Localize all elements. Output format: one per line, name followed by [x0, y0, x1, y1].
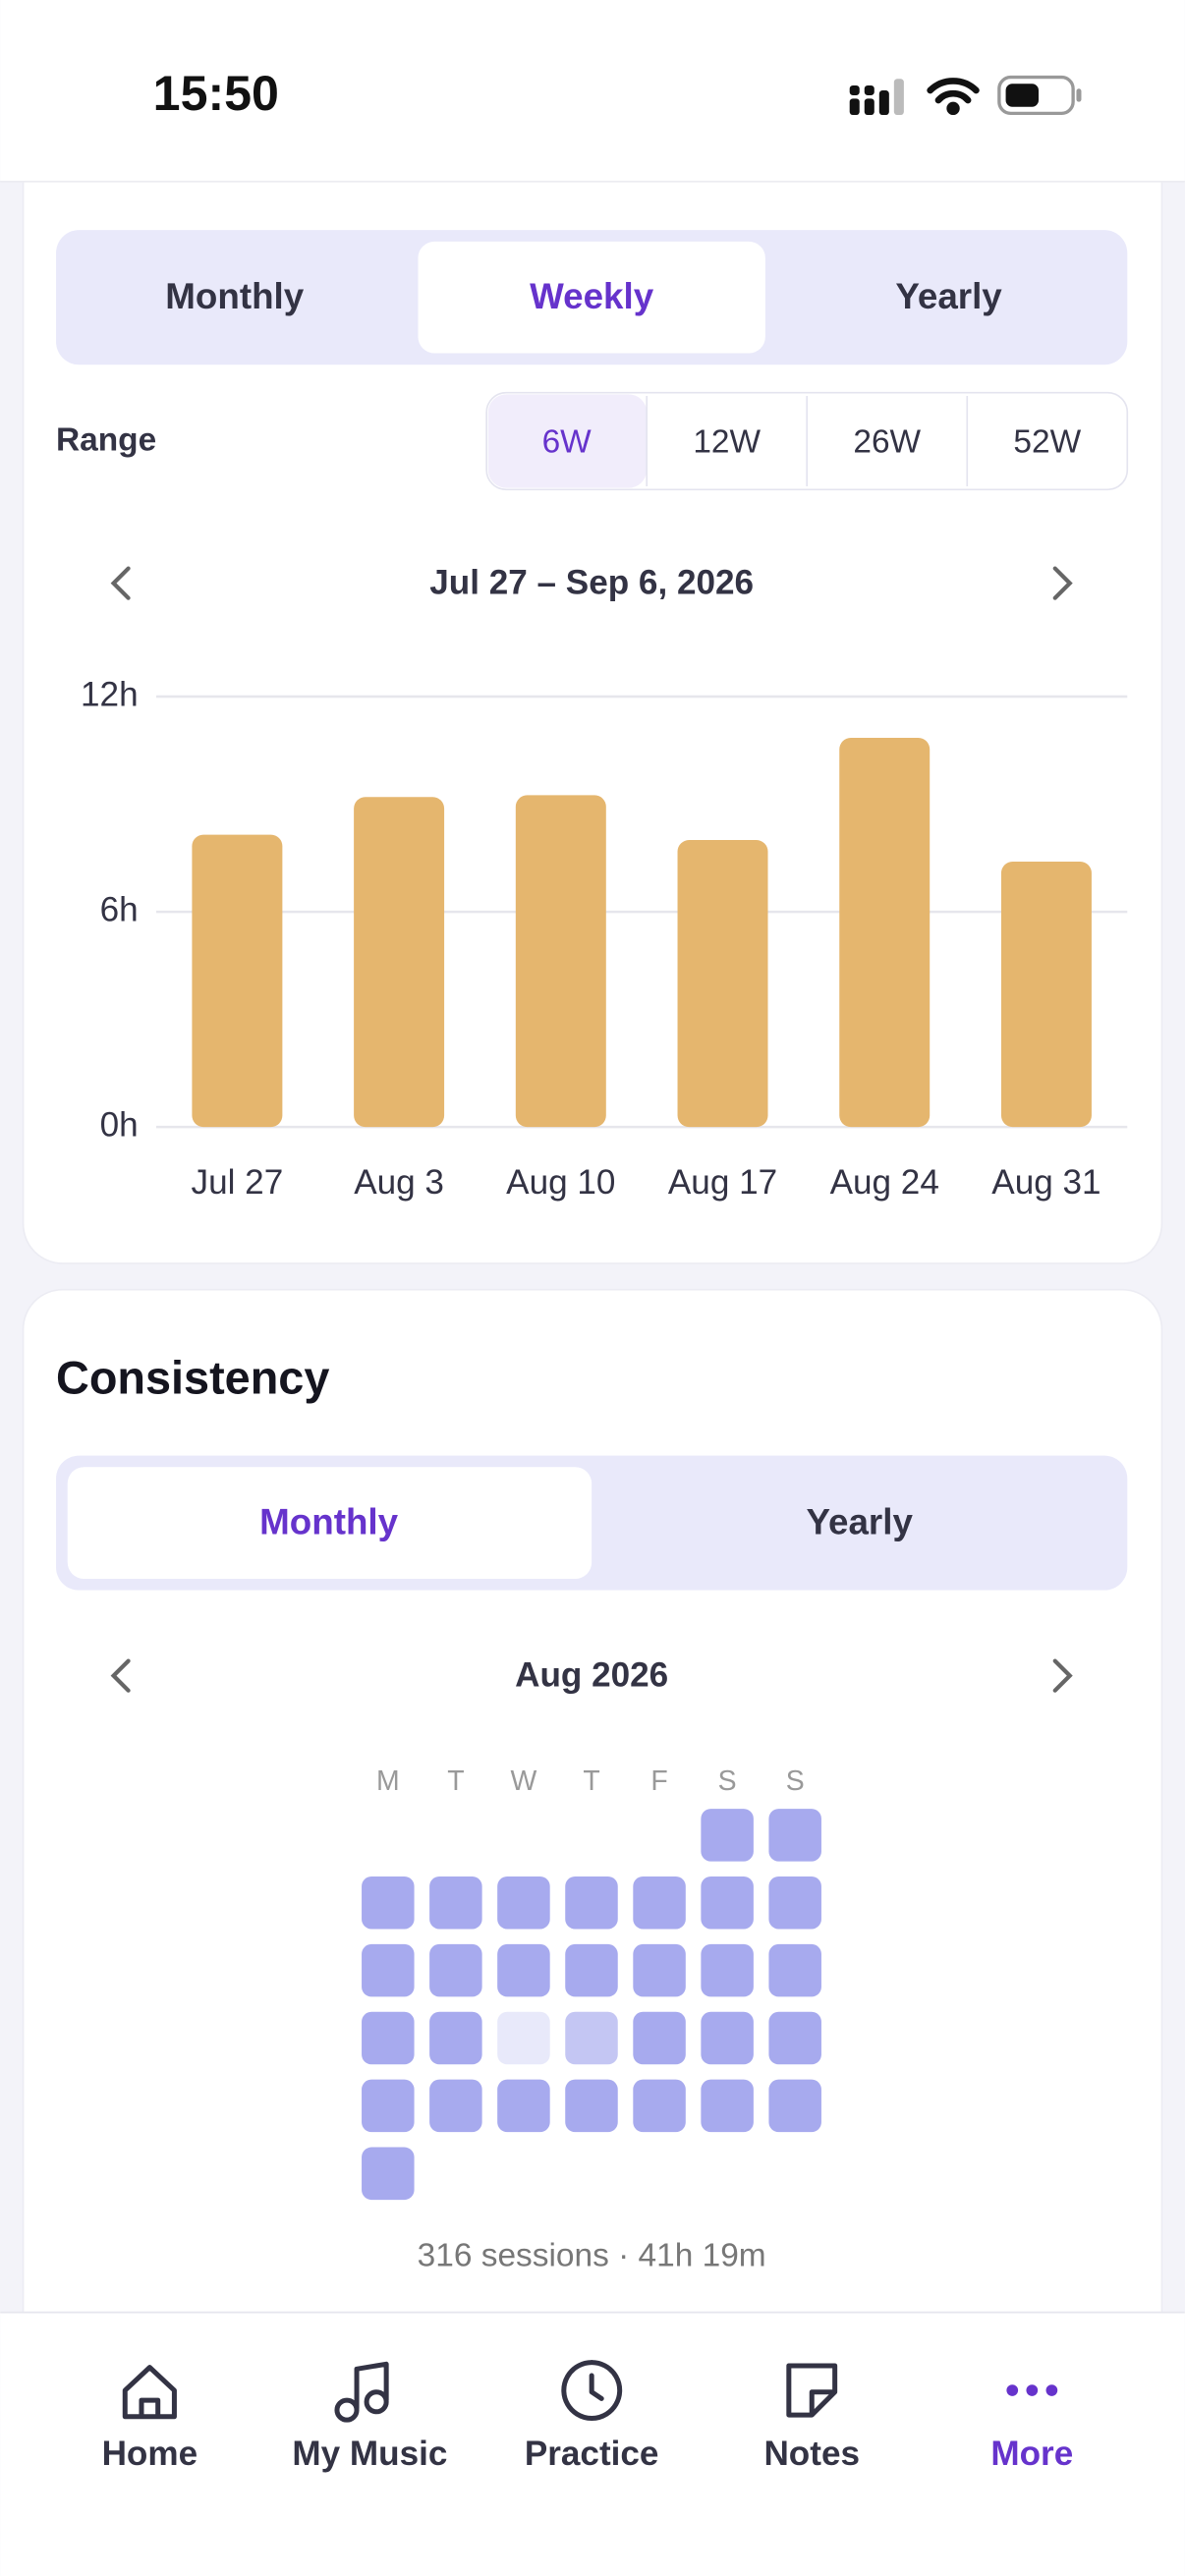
day-cell — [633, 1943, 686, 1997]
consistency-title: Consistency — [56, 1353, 329, 1404]
summary: 316 sessions · 41h 19m — [418, 2237, 766, 2273]
consistency-tab[interactable]: Yearly — [807, 1502, 914, 1542]
bar — [1000, 861, 1092, 1128]
range-option[interactable]: 26W — [853, 423, 921, 460]
day-cell — [701, 2011, 754, 2065]
day-cell — [429, 2079, 482, 2133]
day-cell — [497, 2079, 550, 2133]
y-tick-label: 0h — [100, 1105, 139, 1144]
prev-arrow[interactable] — [110, 566, 131, 600]
bar — [839, 737, 931, 1128]
weekday-label: T — [447, 1765, 464, 1797]
weekday-label: T — [583, 1765, 599, 1797]
day-cell — [362, 1876, 415, 1930]
prev-month[interactable] — [110, 1658, 131, 1693]
wifi-icon — [927, 78, 980, 116]
range-selected — [487, 394, 648, 488]
x-tick-label: Jul 27 — [192, 1163, 284, 1202]
day-cell — [768, 1943, 821, 1997]
range-label: Range — [56, 422, 156, 459]
bar — [192, 834, 283, 1128]
day-cell — [497, 1943, 550, 1997]
status-bar — [0, 0, 1185, 181]
weekday-label: F — [650, 1765, 667, 1797]
day-cell — [701, 1809, 754, 1862]
day-cell — [429, 1943, 482, 1997]
notes-icon — [786, 2363, 838, 2418]
tab-label[interactable]: More — [990, 2435, 1073, 2473]
home-icon — [122, 2365, 177, 2420]
period-tab[interactable]: Monthly — [165, 276, 304, 316]
range-option[interactable]: 52W — [1013, 423, 1081, 460]
bar — [354, 797, 445, 1128]
day-cell — [768, 1809, 821, 1862]
signal-icon — [849, 79, 904, 116]
tab-label[interactable]: Home — [102, 2435, 198, 2473]
day-cell — [701, 2079, 754, 2133]
day-cell — [362, 2147, 415, 2201]
y-tick-label: 12h — [81, 675, 139, 713]
tab-selected — [418, 241, 765, 354]
range-option[interactable]: 12W — [693, 423, 761, 460]
month-label: Aug 2026 — [515, 1656, 668, 1695]
next-month[interactable] — [1052, 1658, 1073, 1693]
day-cell — [768, 2079, 821, 2133]
range-option[interactable]: 6W — [542, 423, 592, 460]
music-icon — [334, 2361, 389, 2423]
status-time: 15:50 — [153, 66, 279, 121]
y-tick-label: 6h — [100, 890, 139, 928]
tab-label[interactable]: Notes — [763, 2435, 860, 2473]
x-tick-label: Aug 24 — [830, 1163, 939, 1202]
day-cell — [701, 1943, 754, 1997]
weekday-label: M — [376, 1765, 400, 1797]
more-icon — [1006, 2384, 1058, 2396]
day-cell — [362, 2011, 415, 2065]
day-cell — [565, 1876, 618, 1930]
tab-selected — [67, 1467, 592, 1579]
weekday-label: S — [786, 1765, 805, 1797]
consistency-card — [22, 1288, 1163, 2318]
tab-bar — [0, 2311, 1185, 2576]
day-cell — [768, 1876, 821, 1930]
day-cell — [497, 2011, 550, 2065]
x-tick-label: Aug 17 — [668, 1163, 777, 1202]
day-cell — [429, 1876, 482, 1930]
day-cell — [497, 1876, 550, 1930]
battery-icon — [997, 75, 1082, 116]
next-arrow[interactable] — [1052, 566, 1073, 600]
day-cell — [633, 2079, 686, 2133]
day-cell — [633, 2011, 686, 2065]
period-tab[interactable]: Yearly — [895, 276, 1002, 316]
x-tick-label: Aug 31 — [991, 1163, 1100, 1202]
x-tick-label: Aug 3 — [354, 1163, 444, 1202]
x-tick-label: Aug 10 — [506, 1163, 615, 1202]
consistency-tab[interactable]: Monthly — [259, 1502, 398, 1542]
bar — [677, 840, 768, 1128]
bar — [515, 795, 606, 1128]
day-cell — [362, 1943, 415, 1997]
chart-range-label: Jul 27 – Sep 6, 2026 — [429, 564, 754, 602]
period-tab[interactable]: Weekly — [530, 276, 654, 316]
day-cell — [701, 1876, 754, 1930]
weekday-label: W — [511, 1765, 537, 1797]
tab-label[interactable]: Practice — [525, 2435, 659, 2473]
day-cell — [565, 1943, 618, 1997]
day-cell — [429, 2011, 482, 2065]
day-cell — [362, 2079, 415, 2133]
practice-icon — [561, 2360, 623, 2421]
day-cell — [565, 2079, 618, 2133]
day-cell — [768, 2011, 821, 2065]
weekday-label: S — [718, 1765, 737, 1797]
tab-label[interactable]: My Music — [292, 2435, 447, 2473]
day-cell — [565, 2011, 618, 2065]
day-cell — [633, 1876, 686, 1930]
